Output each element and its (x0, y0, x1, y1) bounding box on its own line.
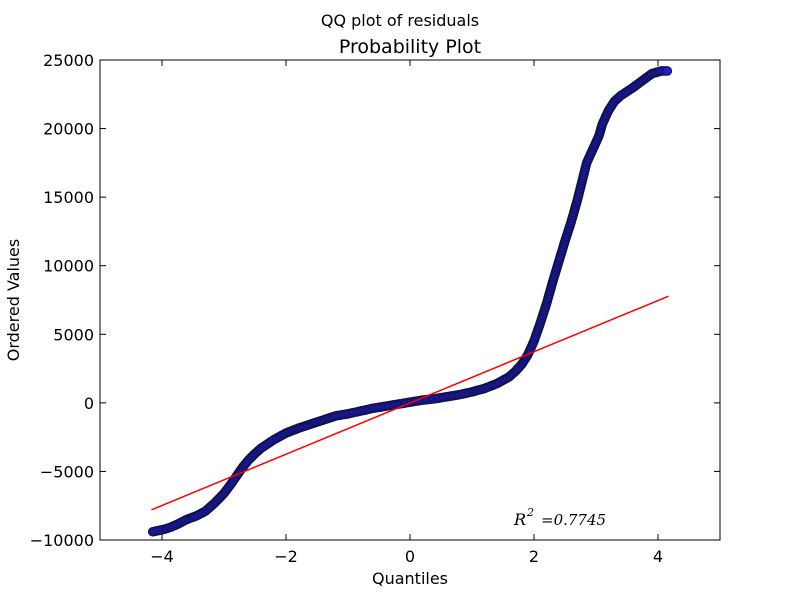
y-tick-label: −10000 (30, 531, 94, 550)
series-0-points (147, 66, 673, 537)
y-tick-label: 0 (84, 394, 94, 413)
y-tick-label: 20000 (43, 120, 94, 139)
r2-exponent: 2 (526, 506, 534, 519)
x-tick-label: 0 (405, 547, 415, 566)
y-axis: −10000 −5000 0 5000 10000 15000 20000 25000 (30, 51, 720, 550)
y-tick-label: 25000 (43, 51, 94, 70)
r2-label: R (513, 510, 526, 529)
y-tick-label: 5000 (53, 325, 94, 344)
x-tick-label: 4 (653, 547, 663, 566)
x-tick-label: −4 (150, 547, 174, 566)
y-tick-label: 15000 (43, 188, 94, 207)
x-axis-label: Quantiles (372, 569, 448, 588)
y-axis-label: Ordered Values (4, 239, 23, 361)
fit-line (151, 295, 669, 511)
y-tick-label: −5000 (40, 462, 94, 481)
data-point (662, 66, 673, 76)
r-squared-annotation: R 2 =0.7745 (513, 506, 606, 529)
y-tick-label: 10000 (43, 257, 94, 276)
suptitle: QQ plot of residuals (321, 11, 479, 30)
plot-frame (99, 59, 721, 541)
chart-title: Probability Plot (339, 36, 481, 58)
x-tick-label: −2 (274, 547, 298, 566)
x-tick-label: 2 (529, 547, 539, 566)
r2-value: =0.7745 (541, 511, 606, 529)
x-axis: −4 −2 0 2 4 (150, 60, 663, 566)
